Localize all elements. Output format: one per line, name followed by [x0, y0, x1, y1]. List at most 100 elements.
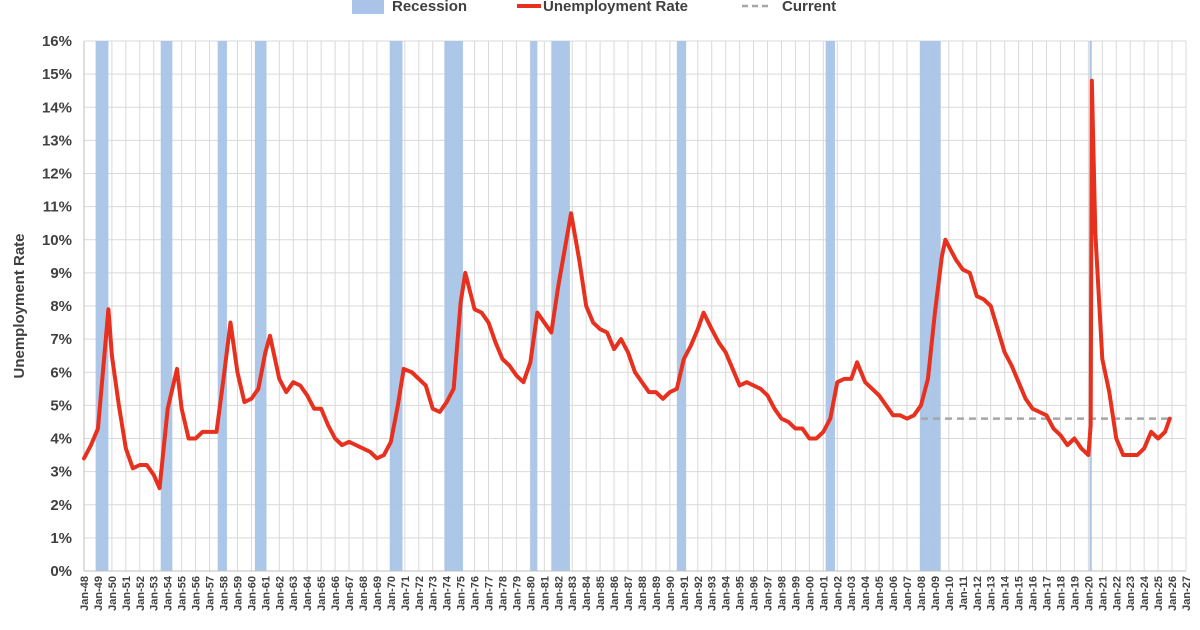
x-tick-label: Jan-99 — [790, 576, 802, 611]
x-tick-label: Jan-06 — [888, 576, 900, 611]
x-tick-label: Jan-78 — [497, 576, 509, 611]
x-tick-label: Jan-61 — [260, 576, 272, 611]
y-tick-label: 5% — [50, 397, 72, 414]
x-tick-label: Jan-82 — [553, 576, 565, 611]
x-tick-label: Jan-17 — [1042, 576, 1054, 611]
y-tick-label: 0% — [50, 563, 72, 580]
x-tick-label: Jan-75 — [456, 576, 468, 611]
x-tick-label: Jan-93 — [707, 576, 719, 611]
recession-band — [95, 41, 109, 571]
x-tick-label: Jan-14 — [1000, 575, 1012, 611]
legend-label: Unemployment Rate — [543, 0, 688, 15]
x-tick-label: Jan-07 — [902, 576, 914, 611]
x-tick-label: Jan-63 — [288, 576, 300, 611]
x-tick-label: Jan-89 — [651, 576, 663, 611]
x-tick-label: Jan-09 — [930, 576, 942, 611]
x-tick-label: Jan-90 — [665, 576, 677, 611]
x-tick-label: Jan-85 — [595, 576, 607, 611]
recession-band — [217, 41, 227, 571]
y-tick-label: 15% — [42, 66, 72, 83]
x-tick-label: Jan-53 — [149, 576, 161, 611]
x-tick-label: Jan-01 — [818, 576, 830, 611]
x-tick-label: Jan-11 — [958, 576, 970, 610]
x-tick-label: Jan-60 — [246, 576, 258, 611]
x-tick-label: Jan-64 — [302, 575, 314, 611]
y-tick-label: 13% — [42, 132, 72, 149]
x-tick-label: Jan-68 — [358, 576, 370, 611]
x-tick-label: Jan-22 — [1111, 576, 1123, 611]
x-tick-label: Jan-76 — [470, 576, 482, 611]
x-tick-label: Jan-54 — [163, 575, 175, 611]
x-tick-label: Jan-18 — [1055, 576, 1067, 611]
x-tick-label: Jan-19 — [1069, 576, 1081, 611]
x-tick-label: Jan-57 — [205, 576, 217, 611]
x-tick-label: Jan-66 — [330, 576, 342, 611]
x-tick-label: Jan-96 — [749, 576, 761, 611]
x-tick-label: Jan-02 — [832, 576, 844, 611]
x-tick-label: Jan-25 — [1153, 576, 1165, 611]
y-tick-label: 10% — [42, 232, 72, 249]
x-tick-label: Jan-92 — [693, 576, 705, 611]
y-tick-label: 8% — [50, 298, 72, 315]
x-tick-label: Jan-81 — [539, 576, 551, 611]
x-tick-label: Jan-71 — [400, 576, 412, 611]
x-tick-label: Jan-12 — [972, 576, 984, 611]
x-tick-label: Jan-79 — [511, 576, 523, 611]
x-tick-label: Jan-23 — [1125, 576, 1137, 611]
x-tick-label: Jan-10 — [944, 576, 956, 611]
recession-band — [389, 41, 403, 571]
recession-band — [444, 41, 463, 571]
y-axis-title: Unemployment Rate — [11, 233, 28, 378]
x-tick-label: Jan-03 — [846, 576, 858, 611]
x-tick-label: Jan-27 — [1181, 576, 1193, 611]
y-tick-label: 2% — [50, 497, 72, 514]
x-tick-label: Jan-65 — [316, 576, 328, 611]
x-tick-label: Jan-97 — [763, 576, 775, 611]
x-tick-label: Jan-08 — [916, 576, 928, 611]
x-tick-label: Jan-87 — [623, 576, 635, 611]
x-tick-label: Jan-98 — [776, 576, 788, 611]
y-tick-label: 3% — [50, 464, 72, 481]
x-tick-label: Jan-55 — [177, 576, 189, 611]
x-tick-label: Jan-80 — [525, 576, 537, 611]
recession-band — [254, 41, 267, 571]
legend-label: Recession — [392, 0, 467, 15]
recession-band — [160, 41, 173, 571]
x-tick-label: Jan-94 — [721, 575, 733, 611]
legend: Recession Unemployment Rate Current — [352, 0, 836, 15]
x-tick-label: Jan-91 — [679, 576, 691, 611]
x-tick-label: Jan-74 — [442, 575, 454, 611]
x-tick-label: Jan-49 — [93, 576, 105, 611]
x-tick-label: Jan-15 — [1014, 576, 1026, 611]
y-tick-label: 4% — [50, 431, 72, 448]
x-tick-label: Jan-73 — [428, 576, 440, 611]
y-tick-label: 11% — [43, 199, 72, 216]
x-tick-label: Jan-72 — [414, 576, 426, 611]
x-tick-label: Jan-70 — [386, 576, 398, 611]
x-tick-label: Jan-21 — [1097, 576, 1109, 611]
legend-recession-swatch — [352, 0, 384, 14]
grid — [83, 40, 1187, 572]
x-tick-label: Jan-95 — [735, 576, 747, 611]
recession-band — [551, 41, 570, 571]
x-tick-label: Jan-24 — [1139, 575, 1151, 611]
x-tick-label: Jan-59 — [232, 576, 244, 611]
x-tick-label: Jan-00 — [804, 576, 816, 611]
x-tick-label: Jan-88 — [637, 576, 649, 611]
x-tick-label: Jan-05 — [874, 576, 886, 611]
y-tick-label: 7% — [50, 331, 72, 348]
x-tick-label: Jan-26 — [1167, 576, 1179, 611]
x-tick-label: Jan-52 — [135, 576, 147, 611]
x-tick-label: Jan-48 — [79, 576, 91, 611]
x-tick-label: Jan-56 — [191, 576, 203, 611]
x-tick-label: Jan-13 — [986, 576, 998, 611]
x-tick-label: Jan-50 — [107, 576, 119, 611]
recession-band — [530, 41, 538, 571]
x-tick-labels: Jan-48 Jan-49 Jan-50 Jan-51 Jan-52 Jan-53 Jan-… — [79, 575, 1193, 611]
x-tick-label: Jan-67 — [344, 576, 356, 611]
y-tick-label: 14% — [42, 99, 72, 116]
x-tick-label: Jan-69 — [372, 576, 384, 611]
recession-band — [825, 41, 835, 571]
